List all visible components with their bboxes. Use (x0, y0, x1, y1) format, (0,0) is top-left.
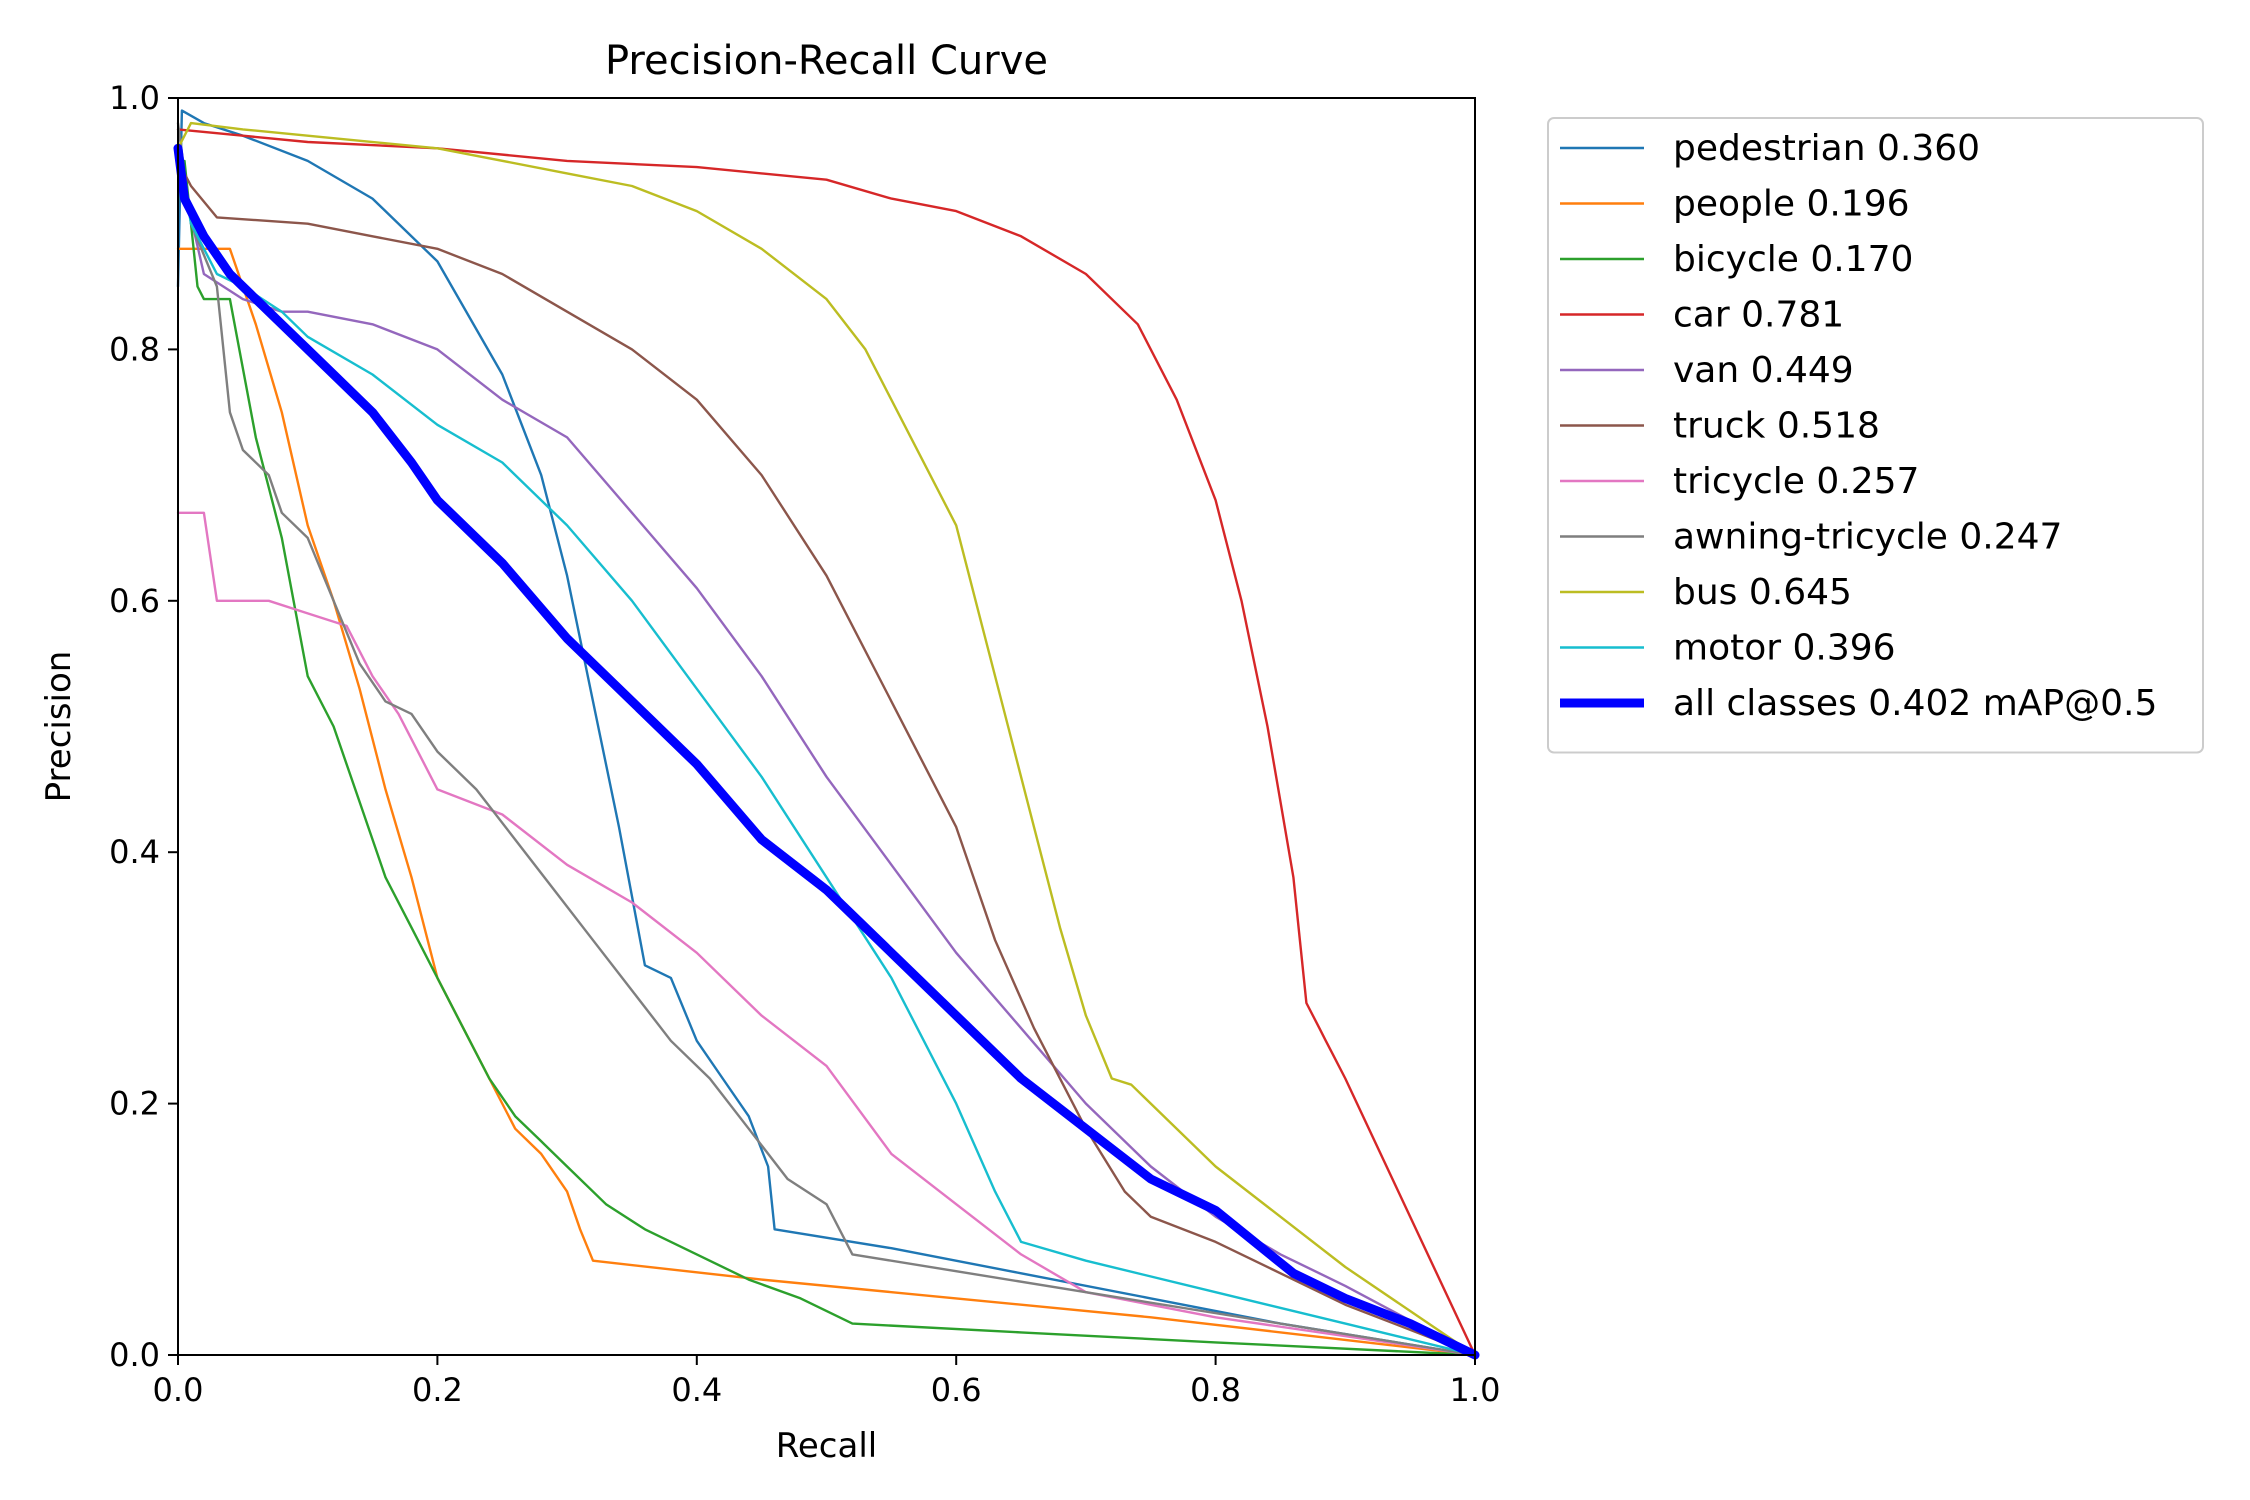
series-line-bicycle (176, 159, 1477, 1357)
legend-label: truck 0.518 (1673, 406, 1880, 447)
legend-label: all classes 0.402 mAP@0.5 (1673, 683, 2157, 724)
series-layer (173, 109, 1480, 1360)
legend-label: motor 0.396 (1673, 628, 1896, 669)
x-tick-label: 1.0 (1450, 1371, 1501, 1409)
legend-label: bus 0.645 (1673, 572, 1852, 613)
plot-area (178, 98, 1475, 1355)
legend-label: bicycle 0.170 (1673, 239, 1913, 280)
legend-label: pedestrian 0.360 (1673, 128, 1980, 169)
series-line-motor (176, 147, 1477, 1357)
x-axis-label: Recall (776, 1426, 877, 1466)
series-line-tricycle (176, 511, 1477, 1357)
x-tick-label: 0.2 (412, 1371, 463, 1409)
x-tick-label: 0.8 (1190, 1371, 1241, 1409)
x-tick-label: 0.6 (931, 1371, 982, 1409)
x-tick-label: 0.4 (671, 1371, 722, 1409)
y-tick-label: 0.4 (109, 833, 160, 871)
series-line-awning-tricycle (176, 121, 1477, 1357)
y-tick-label: 0.0 (109, 1336, 160, 1374)
y-tick-label: 0.2 (109, 1085, 160, 1123)
y-tick-label: 1.0 (109, 79, 160, 117)
series-line-bus (176, 121, 1477, 1357)
series-line-pedestrian (176, 109, 1477, 1357)
chart-title: Precision-Recall Curve (605, 38, 1048, 84)
x-tick-label: 0.0 (153, 1371, 204, 1409)
legend-label: car 0.781 (1673, 295, 1844, 336)
y-axis: 0.0 0.2 0.4 0.6 0.8 1.0 (109, 79, 178, 1374)
series-line-car (176, 128, 1477, 1357)
x-axis: 0.0 0.2 0.4 0.6 0.8 1.0 (153, 1355, 1501, 1409)
y-tick-label: 0.6 (109, 582, 160, 620)
legend-label: tricycle 0.257 (1673, 461, 1919, 502)
series-line-truck (176, 159, 1477, 1357)
legend-label: awning-tricycle 0.247 (1673, 517, 2062, 558)
legend-frame (1547, 117, 2204, 754)
series-line-all (173, 143, 1480, 1360)
plot-frame (177, 97, 1476, 1356)
legend-label: people 0.196 (1673, 184, 1910, 225)
y-tick-label: 0.8 (109, 330, 160, 368)
y-axis-label: Precision (39, 651, 79, 803)
legend: pedestrian 0.360 people 0.196 bicycle 0.17… (1547, 117, 2204, 754)
legend-label: van 0.449 (1673, 350, 1854, 391)
